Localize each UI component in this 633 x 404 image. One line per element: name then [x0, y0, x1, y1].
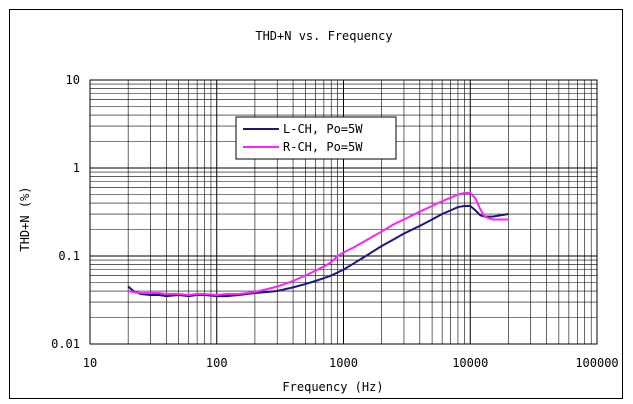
legend-label-l-ch: L-CH, Po=5W [283, 122, 363, 136]
major-grid [89, 79, 598, 345]
x-tick-labels: 10 100 1000 10000 100000 [83, 356, 619, 370]
x-tick-label: 100000 [575, 356, 618, 370]
x-tick-label: 10000 [452, 356, 488, 370]
x-axis-label: Frequency (Hz) [282, 380, 383, 394]
chart-title: THD+N vs. Frequency [255, 29, 392, 43]
y-tick-label: 1 [73, 161, 80, 175]
series-layer [127, 191, 509, 298]
y-tick-label: 0.1 [58, 249, 80, 263]
y-tick-label: 10 [66, 73, 80, 87]
y-axis-label: THD+N (%) [18, 186, 32, 251]
x-tick-label: 10 [83, 356, 97, 370]
y-tick-labels: 0.01 0.1 1 10 [51, 73, 80, 351]
thd-frequency-chart: THD+N vs. Frequency Frequency (Hz) THD+N… [18, 29, 619, 394]
x-tick-label: 100 [206, 356, 228, 370]
legend-label-r-ch: R-CH, Po=5W [283, 140, 363, 154]
legend: L-CH, Po=5W R-CH, Po=5W [235, 116, 397, 160]
x-tick-label: 1000 [329, 356, 358, 370]
chart-frame: THD+N vs. Frequency Frequency (Hz) THD+N… [9, 9, 623, 399]
series-line-l-ch [127, 205, 509, 298]
legend-box [235, 116, 397, 160]
y-tick-label: 0.01 [51, 337, 80, 351]
series-line-r-ch [127, 191, 509, 297]
